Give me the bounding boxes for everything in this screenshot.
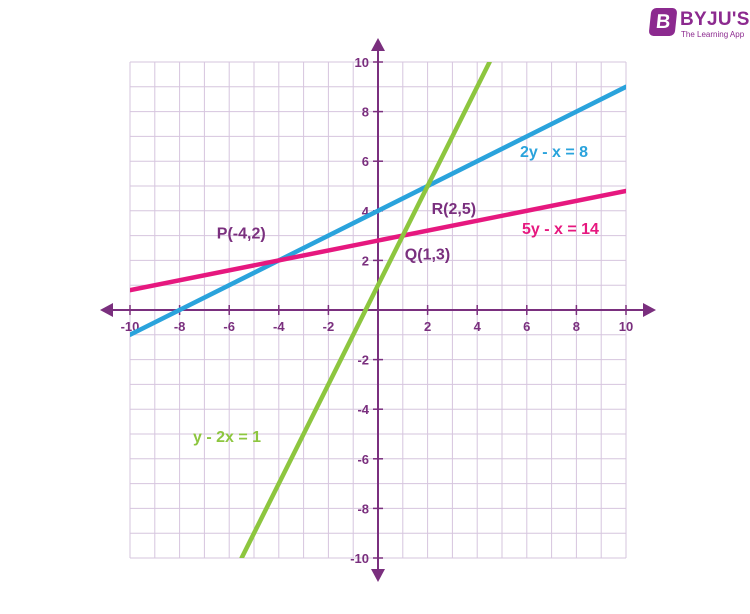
- y-tick-label: -10: [350, 551, 369, 566]
- brand-logo: B BYJU'S The Learning App: [648, 8, 749, 39]
- y-tick-label: 10: [355, 55, 369, 70]
- logo-name: BYJU'S: [680, 9, 750, 30]
- y-tick-label: -2: [357, 353, 369, 368]
- x-tick-label: 4: [474, 319, 482, 334]
- y-tick-label: 6: [362, 154, 369, 169]
- y-axis-arrow-up: [371, 38, 385, 51]
- series-label: y - 2x = 1: [193, 429, 261, 446]
- point-label: R(2,5): [432, 201, 476, 218]
- x-tick-label: -6: [223, 319, 235, 334]
- x-axis-arrow-right: [643, 303, 656, 317]
- y-tick-label: -8: [357, 501, 369, 516]
- x-tick-label: -8: [174, 319, 186, 334]
- series-group: [130, 62, 626, 558]
- x-tick-label: -4: [273, 319, 285, 334]
- axes: [100, 38, 656, 582]
- y-tick-label: -4: [357, 402, 369, 417]
- x-tick-label: -2: [323, 319, 335, 334]
- series-line: [130, 188, 626, 293]
- logo-tagline: The Learning App: [681, 30, 745, 39]
- series-label: 2y - x = 8: [520, 144, 588, 161]
- x-tick-label: 2: [424, 319, 431, 334]
- y-tick-label: 4: [362, 204, 370, 219]
- x-tick-label: 8: [573, 319, 580, 334]
- y-axis-arrow-down: [371, 569, 385, 582]
- series-label: 5y - x = 14: [522, 221, 599, 238]
- point-label: P(-4,2): [217, 225, 266, 242]
- point-label: Q(1,3): [405, 247, 450, 264]
- series-line: [239, 62, 492, 558]
- x-tick-label: 10: [619, 319, 633, 334]
- x-tick-label: 6: [523, 319, 530, 334]
- y-tick-label: -6: [357, 452, 369, 467]
- series-line: [130, 84, 626, 338]
- series-labels: 2y - x = 8 5y - x = 14 y - 2x = 1: [193, 144, 599, 446]
- y-tick-label: 2: [362, 253, 369, 268]
- y-tick-label: 8: [362, 105, 369, 120]
- point-labels: P(-4,2) Q(1,3) R(2,5): [217, 201, 476, 264]
- x-axis-arrow-left: [100, 303, 113, 317]
